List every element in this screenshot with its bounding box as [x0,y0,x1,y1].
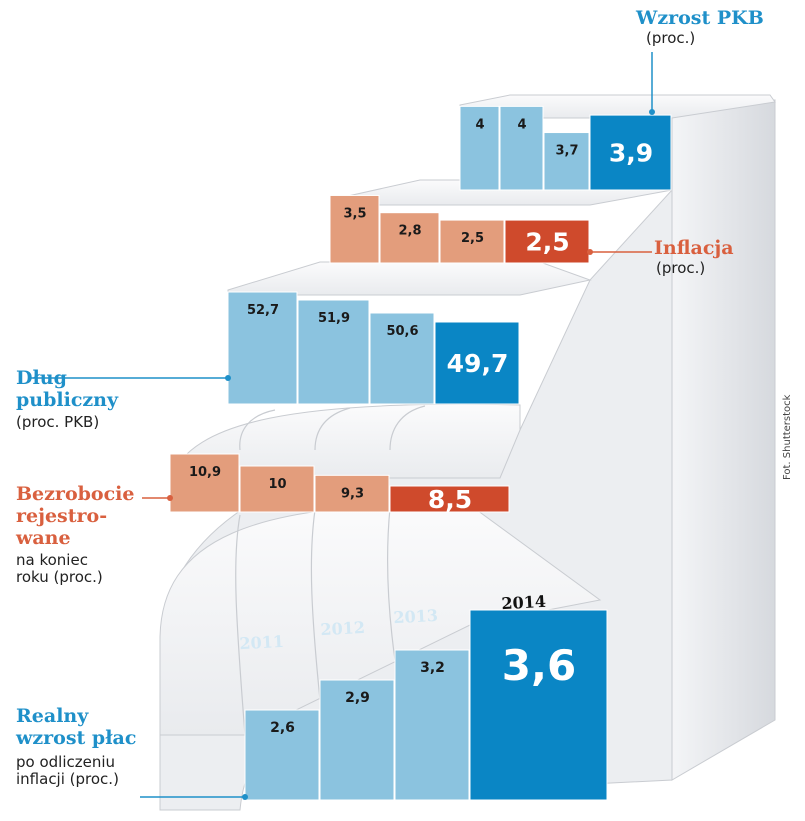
step-top-bezrobocie [169,403,521,481]
value-label-inflacja-2012: 2,8 [398,224,421,239]
bar-pkb-2012 [499,105,544,191]
inflacja-subtitle: (proc.) [656,258,706,277]
place-title-line1: Realny [16,705,89,727]
bar-place-2012 [319,679,395,801]
bar-inflacja-2013 [439,219,505,264]
bar-place-2014 [469,609,608,801]
pkb-label: Wzrost PKB (proc.) [636,7,764,47]
value-label-dlug-2013: 50,6 [386,324,418,339]
step-divider-2 [310,509,321,701]
step-top-dlug [227,261,592,296]
leader-dlug-dot [225,375,231,381]
place-title-line2: wzrost płac [16,726,137,749]
stair-back-panel [671,99,776,781]
leader-place-dot [242,794,248,800]
leader-pkb-dot [649,109,655,115]
value-label-pkb-2012: 4 [517,117,526,132]
bar-dlug-2014 [434,321,520,405]
value-label-dlug-2012: 51,9 [318,311,350,326]
step-divider-5 [314,407,351,451]
year-label-2013: 2013 [393,606,438,627]
inflacja-title: Inflacja [654,237,734,259]
year-label-2012: 2012 [320,618,365,639]
inflacja-label: Inflacja (proc.) [654,237,734,277]
leader-lines [30,52,655,800]
value-label-place-2011: 2,6 [270,720,295,736]
bezrobocie-title-line2: rejestro- [16,504,108,527]
value-label-pkb-2013: 3,7 [555,144,578,159]
place-label: Realny wzrost płac po odliczeniu inflacj… [16,705,137,788]
place-subtitle-line1: po odliczeniu [16,752,116,771]
bezrobocie-subtitle-line1: na koniec [16,550,88,569]
bar-inflacja-2012 [379,212,440,264]
year-label-2014: 2014 [501,592,546,613]
bar-pkb-2013 [543,132,590,191]
bar-bezrobocie-2012 [239,465,315,513]
step-divider-3 [386,507,396,661]
leader-bezrobocie-dot [167,495,173,501]
dlug-title-line2: publiczny [16,388,119,411]
value-label-bezrobocie-2013: 9,3 [341,486,364,501]
value-label-inflacja-2011: 3,5 [343,206,366,221]
bar-inflacja-2011 [329,194,380,264]
value-label-place-2014: 3,6 [502,641,576,690]
value-label-bezrobocie-2012: 10 [268,477,286,492]
value-label-pkb-2014: 3,9 [609,139,653,168]
bar-pkb-2011 [459,105,500,191]
bar-dlug-2013 [369,312,435,405]
value-label-dlug-2014: 49,7 [447,349,509,378]
step-divider-1 [235,514,246,736]
bezrobocie-title-line1: Bezrobocie [16,483,135,505]
place-subtitle-line2: inflacji (proc.) [16,769,119,788]
value-label-place-2012: 2,9 [345,690,370,706]
value-label-dlug-2011: 52,7 [247,303,279,318]
bar-inflacja-2014 [504,219,590,264]
dlug-label: Dług publiczny (proc. PKB) [16,367,119,431]
value-label-inflacja-2014: 2,5 [525,228,569,257]
value-label-inflacja-2013: 2,5 [461,231,484,246]
step-top-place [159,504,602,736]
bezrobocie-label: Bezrobocie rejestro- wane na koniec roku… [16,483,135,586]
value-label-place-2013: 3,2 [420,660,445,676]
step-divider-6 [389,405,426,451]
bezrobocie-subtitle-line2: roku (proc.) [16,567,103,586]
bar-bezrobocie-2014 [389,485,510,513]
leader-inflacja-dot [587,249,593,255]
stair-bars: 4 4 3,7 3,9 3,5 2,8 2,5 2,5 52,7 51,9 50,6 49,7 10,9… [169,105,672,801]
bar-dlug-2011 [227,291,298,405]
value-label-bezrobocie-2011: 10,9 [189,465,221,480]
bezrobocie-title-line3: wane [16,526,71,549]
value-label-pkb-2011: 4 [475,117,484,132]
bar-place-2013 [394,649,470,801]
pkb-title: Wzrost PKB [636,7,764,29]
year-label-2011: 2011 [239,632,284,653]
dlug-subtitle: (proc. PKB) [16,412,100,431]
dlug-title-line1: Dług [16,367,67,389]
bar-bezrobocie-2013 [314,474,390,513]
bar-dlug-2012 [297,299,370,405]
bar-pkb-2014 [589,114,672,191]
bar-bezrobocie-2011 [169,453,240,513]
pkb-subtitle: (proc.) [646,28,696,47]
value-label-bezrobocie-2014: 8,5 [428,485,472,514]
bar-place-2011 [244,709,320,801]
step-divider-4 [239,409,276,451]
photo-credit: Fot. Shutterstock [782,394,793,480]
